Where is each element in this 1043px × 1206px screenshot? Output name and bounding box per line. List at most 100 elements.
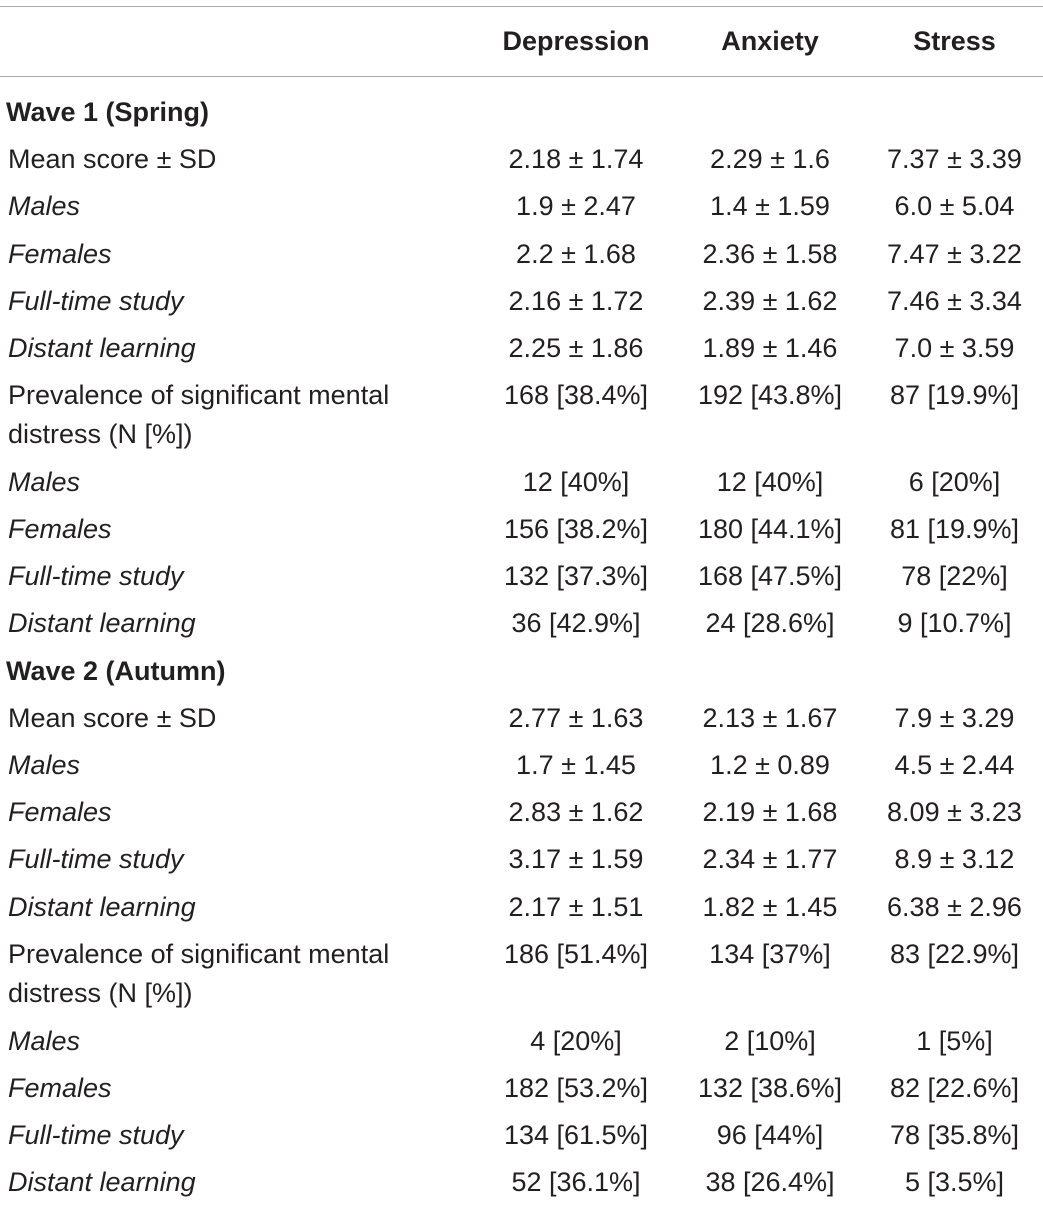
- table-row: Prevalence of significant mental distres…: [0, 372, 1043, 459]
- section-label: Wave 1 (Spring): [6, 97, 210, 127]
- cell-anxiety: 2.13 ± 1.67: [702, 702, 838, 733]
- cell-depression: 2.2 ± 1.68: [516, 238, 636, 269]
- header-anxiety: Anxiety: [721, 26, 819, 56]
- row-label: Distant learning: [8, 332, 196, 363]
- row-label: Distant learning: [8, 891, 196, 922]
- cell-stress: 6 [20%]: [908, 466, 1001, 497]
- table-row: Prevalence of significant mental distres…: [0, 931, 1043, 1018]
- cell-anxiety: 1.82 ± 1.45: [702, 891, 838, 922]
- cell-depression: 2.17 ± 1.51: [508, 891, 644, 922]
- row-label: Females: [8, 514, 112, 545]
- cell-anxiety: 96 [44%]: [716, 1119, 824, 1150]
- table-top-rule: [0, 6, 1043, 7]
- cell-depression: 2.25 ± 1.86: [508, 332, 644, 363]
- row-label: Distant learning: [8, 1167, 196, 1198]
- cell-stress: 7.47 ± 3.22: [887, 238, 1022, 269]
- cell-stress: 81 [19.9%]: [889, 514, 1020, 545]
- cell-anxiety: 12 [40%]: [716, 466, 824, 497]
- cell-anxiety: 1.2 ± 0.89: [710, 750, 830, 781]
- table-row: Distant learning 52 [36.1%] 38 [26.4%] 5 [3…: [0, 1159, 1043, 1206]
- cell-stress: 1 [5%]: [916, 1025, 993, 1056]
- row-label: Full-time study: [8, 285, 184, 316]
- cell-stress: 5 [3.5%]: [904, 1167, 1005, 1198]
- cell-stress: 4.5 ± 2.44: [894, 750, 1015, 781]
- cell-depression: 168 [38.4%]: [503, 380, 649, 411]
- header-depression: Depression: [502, 26, 650, 56]
- cell-depression: 132 [37.3%]: [503, 561, 649, 592]
- row-label: Males: [8, 466, 81, 497]
- table-row: Distant learning 2.25 ± 1.86 1.89 ± 1.46 7.…: [0, 325, 1043, 372]
- cell-anxiety: 2 [10%]: [724, 1025, 816, 1056]
- cell-depression: 2.18 ± 1.74: [508, 144, 644, 175]
- table-row: Full-time study 2.16 ± 1.72 2.39 ± 1.62 7.4…: [0, 278, 1043, 325]
- cell-anxiety: 2.39 ± 1.62: [702, 285, 838, 316]
- section-header-row: Wave 1 (Spring): [0, 89, 1043, 136]
- section-header-row: Wave 2 (Autumn): [0, 648, 1043, 695]
- table-row: Full-time study 134 [61.5%] 96 [44%] 78 [35…: [0, 1112, 1043, 1159]
- cell-depression: 156 [38.2%]: [503, 514, 649, 545]
- cell-stress: 83 [22.9%]: [889, 938, 1020, 969]
- row-label: Females: [8, 797, 112, 828]
- row-label: Mean score ± SD: [8, 144, 217, 175]
- cell-stress: 78 [22%]: [901, 561, 1008, 592]
- cell-anxiety: 1.4 ± 1.59: [710, 191, 830, 222]
- cell-depression: 4 [20%]: [530, 1025, 622, 1056]
- cell-stress: 87 [19.9%]: [889, 380, 1020, 411]
- cell-stress: 7.37 ± 3.39: [887, 144, 1022, 175]
- table-row: Females 156 [38.2%] 180 [44.1%] 81 [19.9%]: [0, 506, 1043, 553]
- cell-depression: 182 [53.2%]: [503, 1072, 649, 1103]
- cell-depression: 3.17 ± 1.59: [508, 844, 644, 875]
- row-label: Full-time study: [8, 1119, 184, 1150]
- cell-depression: 2.77 ± 1.63: [508, 702, 644, 733]
- cell-stress: 8.9 ± 3.12: [894, 844, 1015, 875]
- cell-depression: 36 [42.9%]: [511, 608, 641, 639]
- table-row: Males 12 [40%] 12 [40%] 6 [20%]: [0, 459, 1043, 506]
- cell-anxiety: 192 [43.8%]: [697, 380, 843, 411]
- table-row: Mean score ± SD 2.77 ± 1.63 2.13 ± 1.67 7.9…: [0, 695, 1043, 742]
- cell-anxiety: 180 [44.1%]: [697, 514, 843, 545]
- cell-stress: 9 [10.7%]: [897, 608, 1012, 639]
- table-row: Mean score ± SD 2.18 ± 1.74 2.29 ± 1.6 7.37…: [0, 136, 1043, 183]
- cell-depression: 2.83 ± 1.62: [508, 797, 644, 828]
- section-label: Wave 2 (Autumn): [6, 655, 226, 686]
- cell-stress: 6.38 ± 2.96: [887, 891, 1022, 922]
- row-label: Mean score ± SD: [8, 702, 217, 733]
- cell-depression: 186 [51.4%]: [503, 938, 649, 969]
- cell-stress: 7.9 ± 3.29: [894, 702, 1015, 733]
- cell-depression: 134 [61.5%]: [503, 1119, 649, 1150]
- table-header-rule: [0, 76, 1043, 77]
- row-label: Prevalence of significant mental distres…: [8, 938, 390, 1008]
- table-row: Males 4 [20%] 2 [10%] 1 [5%]: [0, 1018, 1043, 1065]
- cell-anxiety: 2.29 ± 1.6: [710, 144, 830, 175]
- table-row: Distant learning 36 [42.9%] 24 [28.6%] 9 [1…: [0, 600, 1043, 647]
- table-row: Males 1.7 ± 1.45 1.2 ± 0.89 4.5 ± 2.44: [0, 742, 1043, 789]
- table-row: Full-time study 132 [37.3%] 168 [47.5%] 78 …: [0, 553, 1043, 600]
- row-label: Full-time study: [8, 844, 184, 875]
- table-row: Full-time study 3.17 ± 1.59 2.34 ± 1.77 8.9…: [0, 836, 1043, 883]
- table-row: Females 182 [53.2%] 132 [38.6%] 82 [22.6%]: [0, 1065, 1043, 1112]
- table-row: Females 2.83 ± 1.62 2.19 ± 1.68 8.09 ± 3.23: [0, 789, 1043, 836]
- row-label: Males: [8, 750, 81, 781]
- cell-depression: 1.9 ± 2.47: [516, 191, 636, 222]
- cell-stress: 78 [35.8%]: [889, 1119, 1020, 1150]
- cell-stress: 7.0 ± 3.59: [894, 332, 1015, 363]
- cell-depression: 2.16 ± 1.72: [508, 285, 644, 316]
- table-row: Males 1.9 ± 2.47 1.4 ± 1.59 6.0 ± 5.04: [0, 183, 1043, 230]
- table-row: Females 2.2 ± 1.68 2.36 ± 1.58 7.47 ± 3.22: [0, 231, 1043, 278]
- row-label: Distant learning: [8, 608, 196, 639]
- cell-anxiety: 2.34 ± 1.77: [702, 844, 838, 875]
- cell-depression: 12 [40%]: [522, 466, 630, 497]
- cell-stress: 6.0 ± 5.04: [894, 191, 1015, 222]
- row-label: Females: [8, 1072, 112, 1103]
- row-label: Prevalence of significant mental distres…: [8, 380, 390, 450]
- cell-stress: 8.09 ± 3.23: [887, 797, 1022, 828]
- table-body: Wave 1 (Spring) Mean score ± SD 2.18 ± 1.7…: [0, 89, 1043, 1206]
- row-label: Full-time study: [8, 561, 184, 592]
- cell-anxiety: 1.89 ± 1.46: [702, 332, 838, 363]
- cell-anxiety: 24 [28.6%]: [705, 608, 835, 639]
- cell-anxiety: 38 [26.4%]: [705, 1167, 835, 1198]
- table-header: Depression Anxiety Stress: [0, 7, 1043, 76]
- header-stress: Stress: [913, 26, 996, 56]
- cell-anxiety: 132 [38.6%]: [697, 1072, 843, 1103]
- cell-anxiety: 168 [47.5%]: [697, 561, 843, 592]
